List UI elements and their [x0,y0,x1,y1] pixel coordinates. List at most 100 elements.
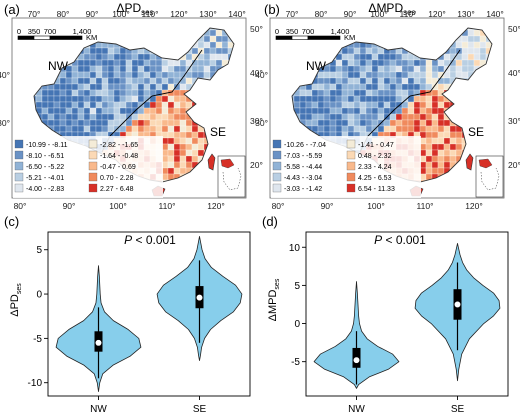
map-grid-cell [215,53,223,61]
legend-label: 4.25 - 6.53 [358,175,392,182]
map-grid-cell [125,28,133,31]
map-grid-cell [498,114,504,120]
map-grid-cell [198,186,204,192]
map-grid-cell [197,28,205,31]
map-grid-cell [240,96,246,102]
map-grid-cell [203,83,211,91]
map-grid-cell [12,18,18,24]
legend-swatch [346,183,356,193]
map-grid-cell [371,113,379,121]
map-grid-cell [233,47,234,55]
map-grid-cell [221,77,229,85]
map-grid-cell [131,65,139,73]
legend-label: -3.03 - -1.42 [284,186,322,193]
map-grid-cell [179,41,187,49]
map-grid-cell [83,113,91,121]
map-grid-cell [335,89,343,97]
map-grid-cell [455,137,463,145]
map-grid-cell [437,28,445,31]
map-grid-cell [35,41,43,49]
map-grid-cell [329,41,337,49]
map-grid-cell [419,59,427,67]
map-grid-cell [455,41,463,49]
map-grid-cell [233,53,234,61]
map-grid-cell [167,28,175,31]
map-grid-cell [167,41,175,49]
map-grid-cell [41,95,49,103]
map-grid-cell [233,95,234,103]
map-grid-cell [270,126,276,132]
map-grid-cell [371,35,379,43]
map-grid-cell [179,101,187,109]
scale-bar-unit: KM [344,33,355,42]
map-grid-cell [389,83,397,91]
map-grid-cell [167,71,175,79]
map-grid-cell [401,35,409,43]
map-grid-cell [413,101,421,109]
map-grid-cell [185,101,193,109]
map-grid-cell [437,41,445,49]
map-grid-cell [317,29,325,37]
map-grid-cell [341,71,349,79]
map-grid-cell [83,71,91,79]
map-grid-cell [215,149,223,157]
map-grid-cell [197,131,205,139]
map-grid-cell [24,126,30,132]
map-grid-cell [41,47,49,55]
map-grid-cell [335,113,343,121]
map-grid-cell [197,143,205,151]
map-grid-cell [89,113,97,121]
map-grid-cell [479,35,487,43]
map-grid-cell [431,131,439,139]
map-grid-cell [113,65,121,73]
map-grid-cell [413,77,421,85]
scale-bar-unit: KM [86,33,97,42]
map-grid-cell [485,28,492,31]
map-grid-cell [71,125,79,133]
map-grid-cell [443,173,451,181]
map-grid-cell [185,77,193,85]
map-grid-cell [203,65,211,73]
map-grid-cell [365,29,373,37]
map-grid-cell [467,71,475,79]
map-grid-cell [383,28,391,31]
map-grid-cell [401,83,409,91]
map-grid-cell [240,114,246,120]
map-grid-cell [419,53,427,61]
map-grid-cell [311,47,319,55]
violins-c [55,236,243,392]
map-grid-cell [173,107,181,115]
map-grid-cell [34,119,37,127]
y-axis-label-c: ΔPDses [9,283,23,317]
map-grid-cell [167,65,175,73]
map-grid-cell [185,71,193,79]
map-grid-cell [419,77,427,85]
map-grid-cell [377,89,385,97]
map-grid-cell [215,143,223,151]
map-grid-cell [347,65,355,73]
map-grid-cell [143,65,151,73]
map-grid-cell [335,95,343,103]
map-grid-cell [461,59,469,67]
map-grid-cell [137,113,145,121]
map-grid-cell [299,95,307,103]
map-grid-cell [485,89,492,97]
map-grid-cell [101,89,109,97]
map-grid-cell [443,35,451,43]
map-grid-cell [197,89,205,97]
map-grid-cell [167,83,175,91]
map-grid-cell [407,77,415,85]
lon-labels-top-b: 70° 80° 90° 100° 110° 120° 130° 140° [286,9,504,19]
map-grid-cell [71,107,79,115]
map-grid-cell [395,113,403,121]
map-grid-cell [47,41,55,49]
panel-tag-d: (d) [262,214,278,229]
map-grid-cell [167,119,175,127]
panel-tag-c: (c) [4,214,19,229]
map-grid-cell [329,83,337,91]
map-grid-cell [498,150,504,156]
map-grid-cell [203,173,211,181]
map-grid-cell [95,47,103,55]
map-grid-cell [18,96,24,102]
map-grid-cell [209,107,217,115]
